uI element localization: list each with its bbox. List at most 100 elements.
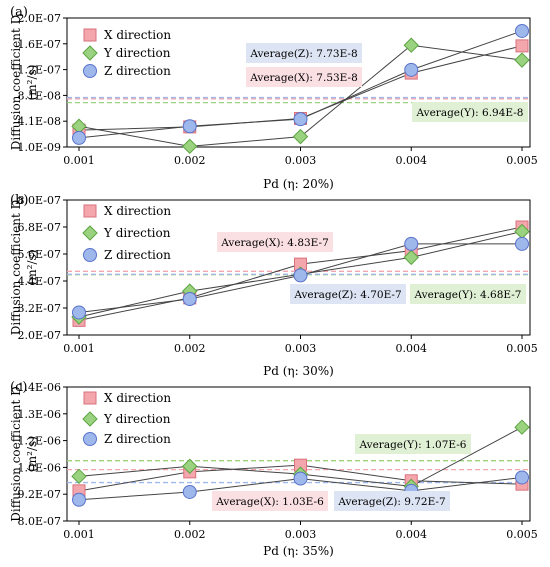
y-tick-label: 8.0E-07: [18, 194, 61, 207]
y-tick-label: 5.6E-07: [18, 248, 61, 261]
data-point-y: [514, 419, 530, 435]
data-point-y: [292, 128, 309, 145]
y-axis-unit: (m²/s): [25, 250, 39, 286]
x-tick-label: 0.005: [506, 154, 538, 167]
plot-frame: [66, 386, 531, 522]
plot-frame: [66, 199, 531, 336]
average-label-y: Average(Y): 6.94E-8: [416, 107, 524, 119]
data-point-z: [293, 112, 308, 127]
data-point-y: [514, 52, 530, 68]
y-tick-label: 8.1E-08: [18, 89, 61, 102]
y-tick-label: 3.2E-07: [18, 302, 61, 315]
y-tick-label: 4.1E-08: [18, 115, 61, 128]
x-tick-label: 0.004: [396, 154, 428, 167]
y-axis-label: Diffusion coefficient D: [9, 386, 23, 522]
y-tick-label: 1.2E-06: [18, 435, 61, 448]
y-tick-label: 9.2E-07: [18, 488, 61, 501]
legend-marker-y: [82, 225, 98, 241]
average-label-z: Average(Z): 4.70E-7: [293, 289, 401, 301]
panel-label: (a): [10, 5, 28, 20]
y-tick-label: 1.6E-07: [18, 38, 61, 51]
y-axis-label: Diffusion coefficient D: [9, 200, 23, 336]
x-tick-label: 0.003: [285, 154, 317, 167]
data-point-z: [72, 492, 86, 507]
average-label-z: Average(Z): 7.73E-8: [249, 48, 357, 60]
y-tick-label: 2.0E-07: [18, 12, 61, 25]
legend-label-x: X direction: [104, 204, 171, 218]
legend-label-z: Z direction: [104, 432, 171, 446]
y-tick-label: 1.3E-06: [18, 408, 61, 421]
data-point-x: [515, 39, 529, 53]
y-axis-unit: (m²/s): [25, 65, 39, 101]
average-box-z: [246, 43, 362, 63]
data-point-y: [182, 458, 198, 474]
y-axis-unit: (m²/s): [25, 436, 39, 472]
legend-marker-z: [83, 432, 97, 446]
x-axis-label: Pd (η: 20%): [263, 177, 334, 191]
average-box-x: [212, 491, 328, 511]
y-tick-label: 1.0E-06: [18, 461, 61, 474]
legend-marker-x: [83, 204, 97, 218]
data-point-z: [515, 470, 529, 485]
legend-label-y: Y direction: [103, 412, 171, 426]
chart-panel-2: (b) 2.0E-07 3.2E-07 4.4E-07 5.6E-07 6.8E-07 8.…: [9, 193, 538, 378]
y-tick-label: 6.8E-07: [18, 221, 61, 234]
average-box-y: [410, 284, 526, 304]
legend-marker-x: [83, 391, 97, 405]
data-point-z: [182, 292, 197, 306]
x-tick-label: 0.002: [174, 528, 206, 541]
y-tick-label: 2.0E-07: [18, 329, 61, 342]
legend-marker-y: [82, 411, 98, 427]
x-axis-label: Pd (η: 35%): [263, 544, 334, 558]
data-point-z: [72, 305, 86, 320]
data-point-z: [515, 236, 529, 251]
x-tick-label: 0.001: [63, 528, 95, 541]
x-tick-label: 0.004: [396, 342, 428, 355]
data-point-z: [293, 471, 308, 486]
legend-label-z: Z direction: [104, 64, 171, 78]
data-point-z: [182, 119, 197, 134]
average-label-y: Average(Y): 4.68E-7: [414, 289, 522, 301]
average-box-z: [290, 284, 406, 304]
y-tick-label: 8.0E-07: [18, 515, 61, 528]
legend-label-x: X direction: [104, 391, 171, 405]
legend-label-y: Y direction: [103, 226, 171, 240]
average-label-x: Average(X): 7.53E-8: [249, 72, 358, 84]
average-box-x: [246, 67, 362, 87]
x-tick-label: 0.003: [285, 528, 317, 541]
x-tick-label: 0.004: [396, 528, 428, 541]
data-point-z: [404, 62, 419, 77]
y-tick-label: 1.2E-07: [18, 64, 61, 77]
chart-panel-1: (a) 1.0E-09 4.1E-08 8.1E-08 1.2E-07 1.6E-07 2.…: [9, 5, 538, 191]
chart-panel-3: (c) 8.0E-07 9.2E-07 1.0E-06 1.2E-06 1.3E-06 1.…: [9, 380, 538, 558]
legend-marker-z: [83, 248, 97, 262]
average-box-y: [412, 102, 528, 122]
average-label-x: Average(X): 1.03E-6: [215, 496, 324, 508]
legend-label-x: X direction: [104, 28, 171, 42]
x-tick-label: 0.003: [285, 342, 317, 355]
y-axis-label: Diffusion coefficient D: [9, 15, 23, 151]
data-point-z: [404, 236, 419, 251]
average-label-z: Average(Z): 9.72E-7: [337, 496, 445, 508]
average-box-z: [334, 491, 450, 511]
x-tick-label: 0.002: [174, 154, 206, 167]
legend-label-y: Y direction: [103, 46, 171, 60]
average-label-x: Average(X): 4.83E-7: [220, 237, 329, 249]
legend-label-z: Z direction: [104, 248, 171, 262]
x-tick-label: 0.005: [506, 528, 538, 541]
average-box-y: [355, 434, 471, 454]
average-label-y: Average(Y): 1.07E-6: [359, 439, 467, 451]
legend-marker-y: [82, 45, 98, 61]
x-tick-label: 0.001: [63, 154, 95, 167]
y-tick-label: 4.4E-07: [18, 275, 61, 288]
x-tick-label: 0.001: [63, 342, 95, 355]
x-tick-label: 0.005: [506, 342, 538, 355]
plot-frame: [66, 17, 531, 148]
x-tick-label: 0.002: [174, 342, 206, 355]
data-point-y: [403, 249, 419, 266]
data-point-z: [182, 484, 197, 499]
average-box-x: [217, 232, 333, 252]
panel-label: (c): [10, 380, 27, 395]
y-tick-label: 1.0E-09: [18, 141, 61, 154]
